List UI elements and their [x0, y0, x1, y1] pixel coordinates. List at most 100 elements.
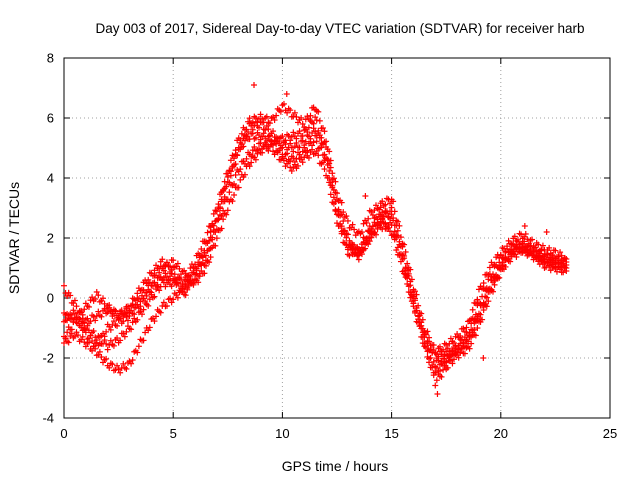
data-point — [482, 300, 489, 307]
data-point — [134, 349, 141, 356]
data-point — [371, 219, 378, 226]
data-point — [471, 326, 478, 333]
data-point — [485, 276, 492, 283]
data-point — [363, 219, 370, 226]
data-point — [146, 324, 153, 331]
data-point — [298, 154, 305, 161]
data-point — [332, 178, 339, 185]
data-point — [463, 337, 470, 344]
data-point — [440, 346, 447, 353]
data-point — [79, 333, 86, 340]
data-point — [87, 332, 94, 339]
data-point — [390, 215, 397, 222]
data-point — [226, 189, 233, 196]
data-point — [159, 256, 166, 263]
data-point — [240, 143, 247, 150]
data-point — [474, 325, 481, 332]
data-point — [62, 317, 69, 324]
data-point — [305, 124, 312, 131]
data-point — [231, 191, 238, 198]
data-point — [457, 340, 464, 347]
data-point — [490, 279, 496, 286]
data-point — [163, 259, 170, 266]
data-point — [318, 144, 325, 151]
data-point — [538, 247, 545, 254]
x-axis-label: GPS time / hours — [282, 458, 389, 474]
data-point — [309, 142, 316, 149]
series-track-e — [61, 129, 570, 376]
data-point — [518, 246, 525, 253]
data-point — [271, 137, 278, 144]
data-point — [552, 247, 559, 254]
data-point — [68, 311, 75, 318]
data-point — [202, 262, 209, 269]
data-point — [326, 167, 333, 174]
data-point — [249, 130, 256, 137]
data-point — [500, 262, 507, 269]
data-point — [434, 391, 441, 397]
data-point — [313, 117, 320, 124]
data-point — [231, 155, 238, 162]
data-point — [135, 343, 142, 350]
data-point — [335, 212, 342, 219]
data-point — [313, 138, 320, 145]
data-point — [241, 171, 248, 178]
data-point — [93, 288, 100, 295]
data-point — [429, 362, 436, 369]
data-point — [472, 318, 479, 325]
data-point — [338, 199, 345, 206]
data-point — [379, 198, 386, 205]
data-point — [468, 320, 475, 327]
data-point — [142, 329, 149, 336]
data-point — [237, 166, 244, 173]
data-point — [109, 310, 116, 317]
data-point — [315, 127, 322, 134]
data-point — [124, 317, 131, 324]
data-point — [402, 264, 409, 271]
data-point — [84, 315, 91, 322]
data-point — [293, 113, 300, 120]
data-point — [246, 115, 253, 122]
data-point — [120, 318, 127, 325]
data-point — [362, 245, 369, 252]
data-point — [70, 307, 77, 314]
data-point — [394, 227, 401, 234]
data-point — [547, 267, 554, 274]
data-point — [153, 313, 160, 320]
data-point — [287, 157, 294, 164]
data-point — [535, 241, 542, 248]
data-point — [288, 133, 295, 140]
data-point — [73, 303, 80, 310]
data-point — [472, 332, 479, 339]
data-point — [181, 267, 188, 274]
data-point — [174, 294, 181, 301]
data-point — [421, 340, 428, 347]
data-point — [266, 132, 273, 139]
data-point — [479, 316, 486, 323]
data-point — [280, 100, 287, 107]
data-point — [212, 218, 219, 225]
data-point — [550, 254, 557, 261]
data-point — [79, 311, 86, 318]
data-point — [319, 140, 326, 147]
data-point — [140, 306, 147, 313]
data-point — [262, 141, 269, 148]
data-point — [143, 292, 150, 299]
data-point — [538, 254, 545, 261]
data-point — [369, 212, 376, 219]
data-point — [327, 164, 334, 171]
data-point — [146, 296, 153, 303]
data-point — [337, 221, 344, 228]
data-point — [387, 208, 394, 215]
data-point — [104, 346, 111, 353]
data-point — [291, 143, 298, 150]
data-point — [312, 132, 319, 139]
data-point — [204, 229, 211, 236]
data-point — [207, 228, 214, 235]
data-point — [549, 257, 556, 264]
data-point — [352, 246, 359, 253]
data-point — [455, 354, 462, 361]
data-point — [284, 150, 291, 157]
data-point — [89, 347, 96, 354]
